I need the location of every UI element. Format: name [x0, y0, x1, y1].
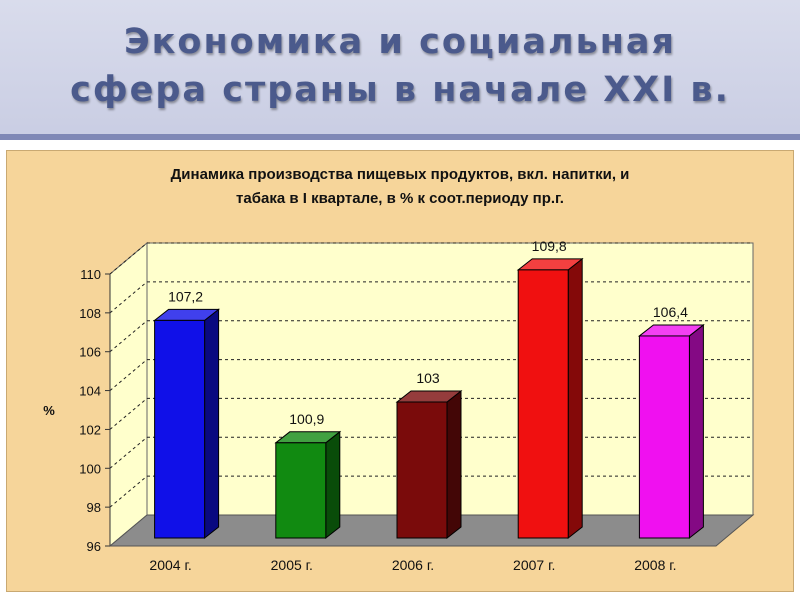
gridline-side — [109, 436, 148, 469]
bar-chart: Динамика производства пищевых продуктов,… — [43, 166, 755, 573]
chart-title-line-2: табака в I квартале, в % к соот.периоду … — [236, 190, 564, 207]
slide-title-line-2: сфера страны в начале XXI в. — [70, 70, 730, 110]
gridline-side — [109, 281, 148, 314]
bar — [396, 401, 448, 539]
bar-side — [204, 308, 220, 540]
x-tick-label: 2004 г. — [149, 557, 191, 573]
y-tick-label: 106 — [79, 345, 101, 360]
data-label: 107,2 — [168, 288, 203, 304]
slide-header: Экономика и социальная сфера страны в на… — [0, 0, 800, 140]
x-tick-label: 2008 г. — [634, 557, 676, 573]
data-label: 109,8 — [532, 238, 567, 254]
slide-title-line-1: Экономика и социальная — [123, 22, 677, 62]
gridline-side — [109, 359, 148, 391]
x-tick-label: 2007 г. — [513, 557, 555, 573]
data-label: 106,4 — [653, 304, 688, 320]
bar — [638, 335, 690, 539]
gridline-side — [109, 475, 148, 508]
bar-side — [325, 430, 341, 540]
x-tick-label: 2005 г. — [271, 557, 313, 573]
y-tick-label: 102 — [79, 422, 101, 437]
y-tick-label: 96 — [87, 539, 101, 554]
gridline-side — [109, 398, 148, 430]
chart-panel: Динамика производства пищевых продуктов,… — [6, 150, 794, 592]
chart-title-line-1: Динамика производства пищевых продуктов,… — [171, 166, 630, 183]
data-label: 103 — [416, 370, 440, 386]
y-tick-label: 104 — [79, 384, 101, 399]
y-tick-label: 108 — [79, 306, 101, 321]
y-tick-label: 98 — [87, 500, 101, 515]
data-label: 100,9 — [289, 411, 324, 427]
y-tick-label: 100 — [79, 461, 101, 476]
bar — [517, 269, 569, 539]
y-axis-label: % — [43, 403, 55, 418]
bar-side — [446, 389, 462, 540]
bar-side — [688, 323, 704, 540]
y-tick-label: 110 — [80, 267, 101, 282]
slide-title: Экономика и социальная сфера страны в на… — [0, 18, 800, 114]
bar — [275, 442, 327, 539]
chart-side-wall — [109, 241, 148, 548]
x-tick-label: 2006 г. — [392, 557, 434, 573]
gridline-side — [109, 242, 148, 275]
bar-side — [567, 257, 583, 540]
bar — [154, 319, 206, 539]
gridline-side — [109, 320, 148, 353]
